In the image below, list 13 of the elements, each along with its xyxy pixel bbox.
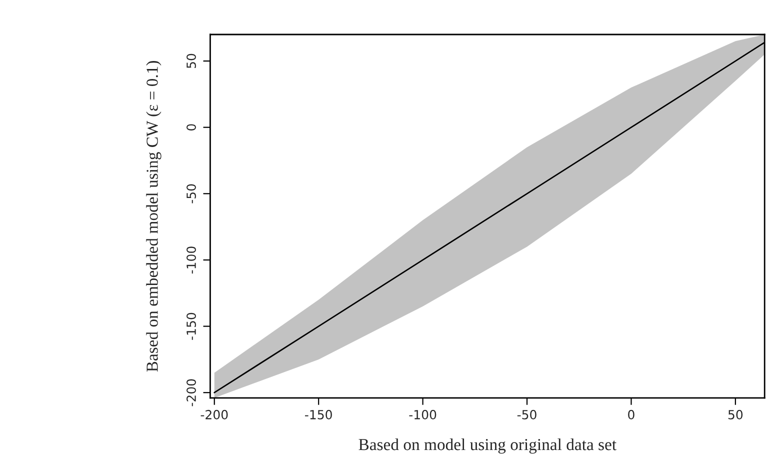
x-axis-title: Based on model using original data set bbox=[358, 438, 616, 454]
x-tick-label: -200 bbox=[200, 410, 228, 420]
x-tick-label: -100 bbox=[409, 410, 436, 420]
y-tick-label: -100 bbox=[186, 246, 196, 274]
x-tick-label: -50 bbox=[517, 410, 536, 420]
y-tick-label: 50 bbox=[186, 54, 196, 68]
y-tick-label: -150 bbox=[186, 312, 196, 340]
y-tick-label: -50 bbox=[186, 184, 196, 204]
x-tick-label: -150 bbox=[305, 410, 332, 420]
x-tick-label: 50 bbox=[728, 410, 743, 420]
y-tick-label: 0 bbox=[186, 124, 196, 130]
x-tick-label: 0 bbox=[628, 410, 634, 420]
y-axis-title: Based on embedded model using CW (ε = 0.1) bbox=[146, 60, 162, 372]
